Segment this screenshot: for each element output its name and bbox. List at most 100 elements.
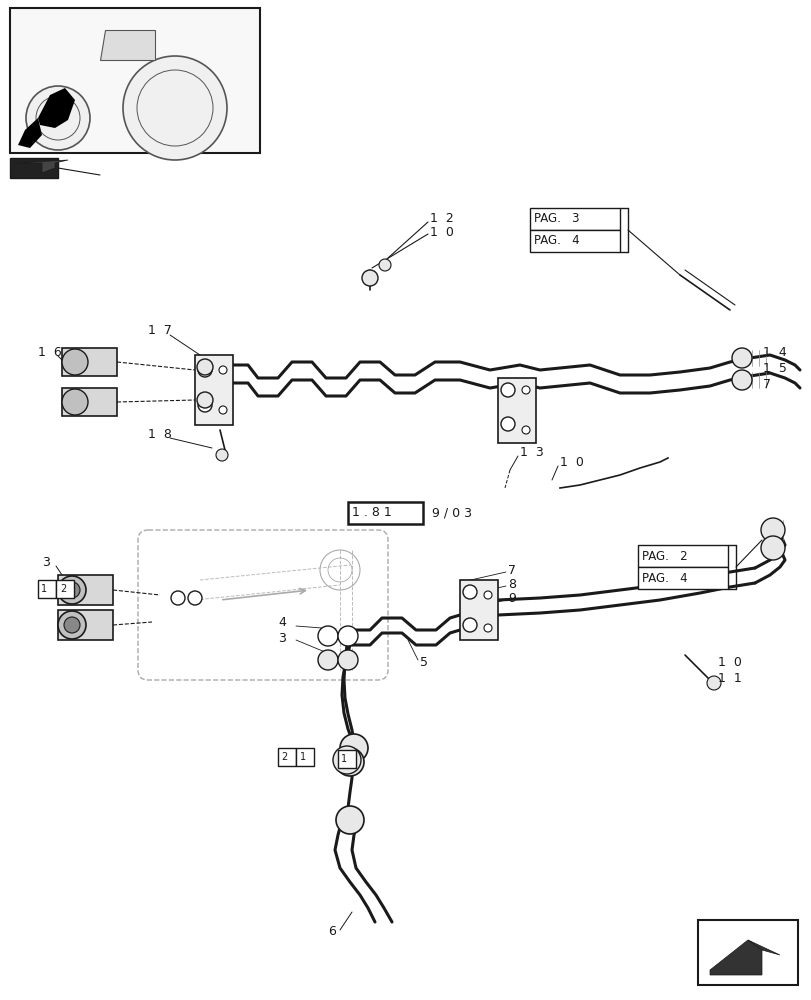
Circle shape	[26, 86, 90, 150]
Text: PAG.   4: PAG. 4	[534, 234, 579, 247]
Text: 1  3: 1 3	[519, 446, 543, 458]
Text: 1  1: 1 1	[717, 672, 740, 684]
Text: 1 . 8 1: 1 . 8 1	[351, 506, 391, 520]
Text: 3: 3	[277, 632, 285, 645]
Circle shape	[483, 624, 491, 632]
Text: 1: 1	[299, 752, 306, 762]
Circle shape	[462, 585, 476, 599]
Polygon shape	[38, 88, 75, 128]
Polygon shape	[747, 940, 779, 955]
Bar	[62, 388, 117, 416]
Circle shape	[198, 398, 212, 412]
Circle shape	[137, 70, 212, 146]
Bar	[10, 8, 260, 153]
Bar	[637, 567, 727, 589]
Bar	[277, 748, 296, 766]
Bar	[10, 158, 58, 178]
Bar	[337, 750, 355, 768]
Circle shape	[379, 259, 391, 271]
Bar	[637, 545, 727, 567]
Text: 1  5: 1 5	[762, 361, 786, 374]
Bar	[697, 920, 797, 985]
Circle shape	[500, 383, 514, 397]
Text: 1  6: 1 6	[38, 346, 62, 359]
Circle shape	[64, 582, 80, 598]
Text: 3: 3	[42, 556, 49, 568]
Circle shape	[64, 617, 80, 633]
Text: 4: 4	[277, 615, 285, 629]
Polygon shape	[709, 940, 761, 975]
Circle shape	[318, 626, 337, 646]
Circle shape	[219, 406, 227, 414]
Circle shape	[706, 676, 720, 690]
Circle shape	[188, 591, 202, 605]
Text: 5: 5	[419, 656, 427, 668]
Text: 1: 1	[341, 754, 346, 764]
Text: 2: 2	[281, 752, 287, 762]
Text: 9: 9	[508, 591, 515, 604]
Text: 1  0: 1 0	[560, 456, 583, 468]
Bar	[58, 575, 113, 605]
Circle shape	[122, 56, 227, 160]
Bar	[62, 348, 117, 376]
Circle shape	[336, 748, 363, 776]
Bar	[58, 610, 113, 640]
Text: 1  0: 1 0	[430, 226, 453, 238]
Circle shape	[731, 370, 751, 390]
Bar	[530, 208, 620, 230]
Text: 6: 6	[328, 925, 336, 938]
Polygon shape	[18, 118, 42, 148]
Circle shape	[340, 734, 367, 762]
Circle shape	[462, 618, 476, 632]
Circle shape	[216, 449, 228, 461]
Circle shape	[760, 536, 784, 560]
Circle shape	[58, 611, 86, 639]
Circle shape	[197, 392, 212, 408]
Text: PAG.   2: PAG. 2	[642, 550, 687, 562]
Text: 7: 7	[508, 564, 515, 576]
Circle shape	[362, 270, 378, 286]
Circle shape	[58, 576, 86, 604]
Text: 1  4: 1 4	[762, 346, 786, 359]
Text: 1  2: 1 2	[430, 212, 453, 225]
Bar	[530, 230, 620, 252]
Text: 1  0: 1 0	[717, 656, 741, 668]
Circle shape	[171, 591, 185, 605]
Circle shape	[36, 96, 80, 140]
Text: 9 / 0 3: 9 / 0 3	[431, 506, 471, 520]
Polygon shape	[55, 60, 185, 115]
Circle shape	[483, 591, 491, 599]
Circle shape	[500, 417, 514, 431]
Bar	[296, 748, 314, 766]
Circle shape	[337, 626, 358, 646]
Text: 1: 1	[41, 584, 47, 594]
Circle shape	[731, 348, 751, 368]
Text: PAG.   3: PAG. 3	[534, 213, 579, 226]
Circle shape	[521, 386, 530, 394]
Text: 1  7: 1 7	[148, 324, 172, 336]
Bar	[497, 378, 535, 443]
Text: 1  8: 1 8	[148, 428, 172, 442]
Bar	[195, 355, 233, 425]
Text: 7: 7	[762, 377, 770, 390]
Text: PAG.   4: PAG. 4	[642, 572, 687, 584]
Circle shape	[760, 518, 784, 542]
Circle shape	[198, 363, 212, 377]
Polygon shape	[100, 30, 155, 60]
Circle shape	[219, 366, 227, 374]
Circle shape	[521, 426, 530, 434]
Circle shape	[337, 650, 358, 670]
Text: 2: 2	[60, 584, 67, 594]
Circle shape	[333, 746, 361, 774]
Circle shape	[197, 359, 212, 375]
Circle shape	[62, 349, 88, 375]
Bar	[56, 580, 74, 598]
Polygon shape	[14, 160, 68, 173]
Text: 8: 8	[508, 578, 515, 590]
Bar	[460, 580, 497, 640]
Circle shape	[318, 650, 337, 670]
Bar	[38, 580, 56, 598]
Bar	[348, 502, 423, 524]
Circle shape	[336, 806, 363, 834]
Circle shape	[62, 389, 88, 415]
